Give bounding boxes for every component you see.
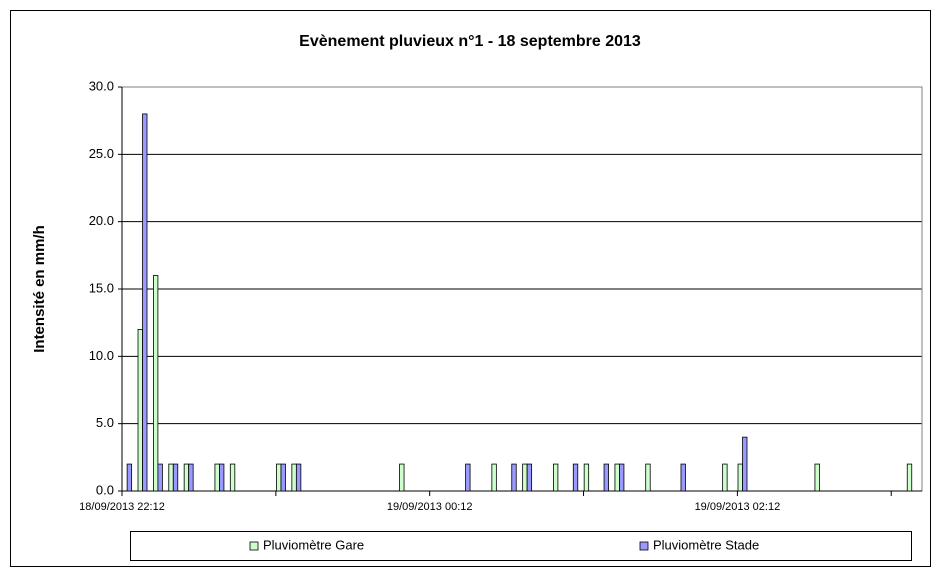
- legend-label: Pluviomètre Stade: [653, 537, 759, 552]
- y-tick-label: 20.0: [89, 213, 114, 228]
- bar: [276, 463, 282, 492]
- bar: [511, 463, 517, 492]
- bar: [742, 436, 748, 492]
- bar: [491, 463, 497, 492]
- y-tick-label: 30.0: [89, 78, 114, 93]
- y-tick-label: 15.0: [89, 280, 114, 295]
- y-tick-label: 5.0: [96, 415, 114, 430]
- bar: [465, 463, 471, 492]
- bar: [572, 463, 579, 492]
- bar: [183, 463, 190, 492]
- bar: [552, 463, 559, 492]
- y-tick-label: 25.0: [89, 146, 114, 161]
- bar: [137, 328, 143, 492]
- bar: [168, 463, 174, 492]
- legend-label: Pluviomètre Gare: [263, 537, 364, 552]
- bar: [142, 113, 148, 492]
- bar: [157, 463, 163, 492]
- bar: [722, 463, 728, 492]
- bar: [603, 463, 609, 492]
- bar: [295, 463, 302, 492]
- chart-title: Evènement pluvieux n°1 - 18 septembre 20…: [299, 33, 641, 50]
- bar: [583, 463, 590, 492]
- bar: [906, 463, 913, 492]
- bar: [814, 463, 820, 492]
- bar: [188, 463, 194, 492]
- bar: [152, 275, 159, 492]
- y-tick-label: 0.0: [96, 482, 114, 497]
- bar: [280, 463, 286, 492]
- bar: [737, 463, 743, 492]
- bar: [214, 463, 220, 492]
- bar: [526, 463, 533, 492]
- bar: [291, 463, 297, 492]
- legend-swatch: [249, 541, 259, 551]
- y-tick-label: 10.0: [89, 348, 114, 363]
- x-tick-label: 19/09/2013 02:12: [695, 501, 781, 513]
- bar: [126, 463, 133, 492]
- legend-swatch: [639, 541, 649, 551]
- legend: [130, 531, 912, 561]
- bar: [399, 463, 405, 492]
- bar: [680, 463, 686, 492]
- bar: [522, 463, 528, 492]
- y-axis-label: Intensité en mm/h: [31, 225, 48, 353]
- x-tick-label: 19/09/2013 00:12: [387, 501, 473, 513]
- bar: [619, 463, 625, 492]
- bar: [229, 463, 236, 492]
- bar: [614, 463, 620, 492]
- x-tick-label: 18/09/2013 22:12: [79, 501, 165, 513]
- bar: [172, 463, 179, 492]
- bar: [645, 463, 651, 492]
- bar: [219, 463, 225, 492]
